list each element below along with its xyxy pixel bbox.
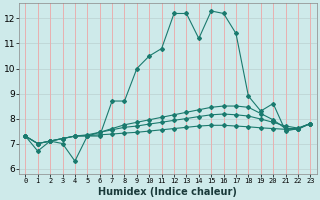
X-axis label: Humidex (Indice chaleur): Humidex (Indice chaleur)	[98, 187, 237, 197]
